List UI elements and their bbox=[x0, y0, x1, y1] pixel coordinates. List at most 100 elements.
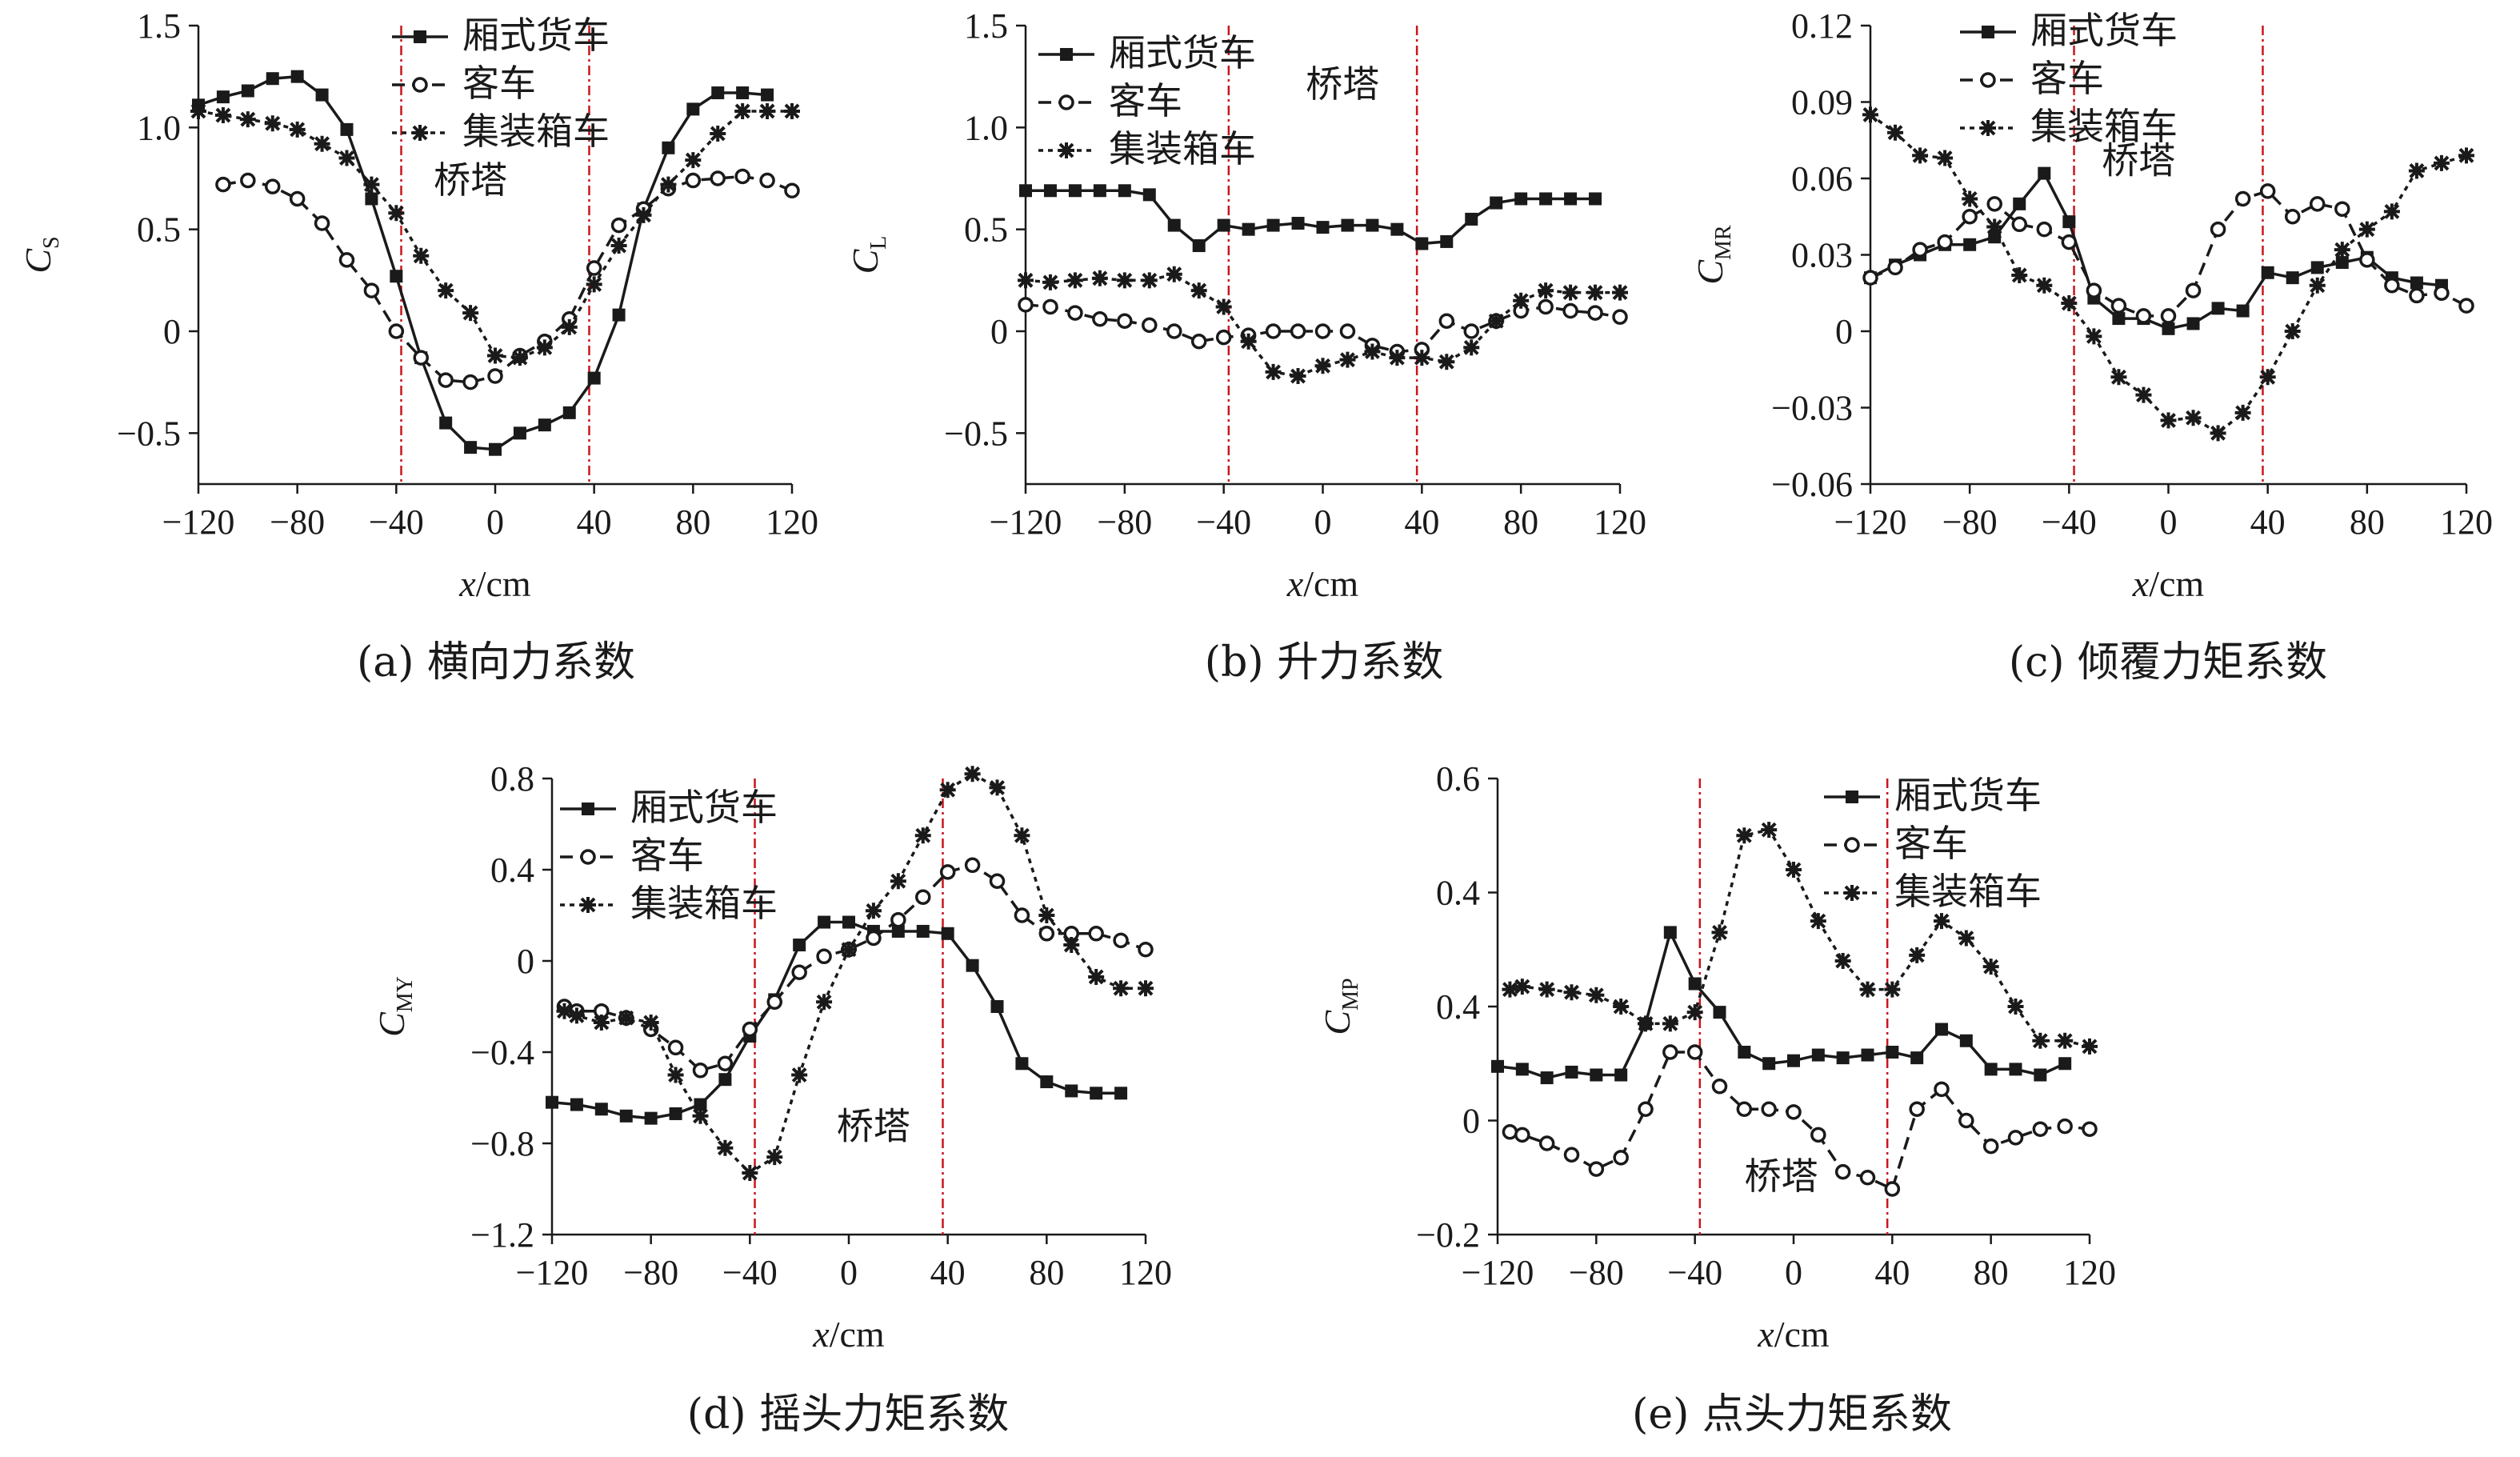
data-point bbox=[2162, 322, 2175, 335]
data-point bbox=[1934, 1081, 1950, 1098]
data-point bbox=[1341, 218, 1354, 232]
data-point bbox=[685, 152, 702, 169]
data-point bbox=[1912, 242, 1928, 258]
data-point bbox=[2135, 386, 2152, 403]
data-point bbox=[842, 915, 855, 929]
data-point bbox=[692, 1063, 709, 1079]
legend-label: 集装箱车 bbox=[630, 882, 778, 925]
data-point bbox=[1018, 297, 1034, 313]
data-point bbox=[1958, 930, 1974, 947]
data-point bbox=[594, 1103, 608, 1116]
tower-label: 桥塔 bbox=[434, 158, 507, 202]
data-point bbox=[1738, 1046, 1751, 1059]
panel-caption: (e) 点头力矩系数 bbox=[1632, 1391, 1952, 1439]
data-point bbox=[1290, 323, 1306, 339]
data-point bbox=[1538, 298, 1554, 315]
data-point bbox=[1215, 298, 1232, 315]
data-point bbox=[2061, 294, 2078, 311]
data-point bbox=[1663, 926, 1677, 939]
data-point bbox=[742, 1165, 758, 1182]
data-point bbox=[1638, 1015, 1654, 1032]
data-point bbox=[989, 873, 1006, 889]
data-point bbox=[2036, 221, 2053, 238]
data-point bbox=[1240, 333, 1257, 350]
x-tick-label: 0 bbox=[1314, 502, 1332, 542]
x-tick-label: 80 bbox=[1974, 1253, 2009, 1292]
data-point bbox=[1242, 222, 1255, 236]
data-point bbox=[2009, 1063, 2022, 1076]
data-point bbox=[761, 88, 774, 102]
data-point bbox=[1040, 1075, 1054, 1089]
data-point bbox=[1440, 234, 1454, 248]
legend-label: 客车 bbox=[2030, 57, 2104, 100]
data-point bbox=[2236, 304, 2250, 318]
data-point bbox=[1613, 999, 1630, 1015]
x-tick-label: −40 bbox=[722, 1253, 778, 1292]
y-tick-label: −0.2 bbox=[1416, 1215, 1480, 1255]
series-line-2 bbox=[222, 174, 793, 384]
x-tick-label: −80 bbox=[1097, 502, 1152, 542]
y-tick-label: −0.8 bbox=[470, 1124, 534, 1163]
data-point bbox=[2007, 999, 2024, 1015]
data-point bbox=[1538, 981, 1555, 998]
data-point bbox=[338, 252, 355, 268]
data-point bbox=[1934, 913, 1950, 930]
data-point bbox=[2286, 271, 2299, 285]
y-axis-label: CMY bbox=[371, 976, 418, 1037]
data-point bbox=[338, 150, 355, 166]
data-point bbox=[1662, 1044, 1678, 1060]
y-axis-label: CL bbox=[845, 236, 891, 274]
x-tick-label: 40 bbox=[930, 1253, 966, 1292]
data-point bbox=[818, 915, 831, 929]
legend-marker bbox=[414, 30, 426, 43]
y-axis-label: CMP bbox=[1317, 978, 1363, 1035]
data-point bbox=[2082, 1038, 2098, 1055]
data-point bbox=[1686, 1004, 1703, 1021]
legend-label: 厢式货车 bbox=[1894, 774, 2042, 817]
data-point bbox=[793, 939, 806, 952]
data-point bbox=[487, 347, 503, 364]
data-point bbox=[1588, 1161, 1605, 1177]
data-point bbox=[2334, 242, 2350, 258]
data-point bbox=[1389, 350, 1406, 366]
data-point bbox=[1836, 1051, 1850, 1065]
data-point bbox=[1138, 980, 1154, 997]
data-point bbox=[1018, 272, 1034, 289]
data-point bbox=[1713, 1006, 1726, 1019]
data-point bbox=[2284, 323, 2301, 339]
y-tick-label: 0.5 bbox=[137, 210, 181, 250]
data-point bbox=[363, 282, 380, 298]
data-point bbox=[1736, 1101, 1753, 1117]
x-tick-label: 120 bbox=[2440, 502, 2493, 542]
y-tick-label: 0.06 bbox=[1791, 159, 1853, 198]
y-tick-label: 0.4 bbox=[490, 851, 534, 890]
data-point bbox=[315, 88, 329, 102]
data-point bbox=[1688, 977, 1702, 991]
legend-marker bbox=[580, 897, 596, 913]
data-point bbox=[1291, 217, 1305, 230]
data-point bbox=[363, 176, 380, 193]
data-point bbox=[1562, 302, 1578, 319]
x-tick-label: −120 bbox=[516, 1253, 589, 1292]
data-point bbox=[1564, 192, 1578, 206]
y-tick-label: −0.03 bbox=[1771, 389, 1853, 428]
data-point bbox=[1217, 218, 1230, 232]
data-point bbox=[1935, 1023, 1948, 1036]
legend-label: 客车 bbox=[630, 834, 704, 877]
data-point bbox=[915, 889, 931, 905]
data-point bbox=[1937, 234, 1953, 250]
x-tick-label: 0 bbox=[486, 502, 504, 542]
data-point bbox=[1909, 947, 1926, 963]
y-axis-label: CS bbox=[18, 236, 64, 273]
legend-label: 客车 bbox=[462, 62, 536, 105]
y-tick-label: 0.5 bbox=[964, 210, 1008, 250]
data-point bbox=[1612, 309, 1628, 325]
data-point bbox=[2160, 308, 2177, 324]
data-point bbox=[1711, 1079, 1728, 1095]
panel-b-lift-force: −0.5 0 0.5 1.0 1.5 −120 −80 −40 0 40 80 120 x/cm CL 桥塔… bbox=[845, 6, 1646, 686]
x-axis-label: x/cm bbox=[812, 1314, 885, 1355]
tower-label: 桥塔 bbox=[1745, 1155, 1818, 1198]
data-point bbox=[1490, 196, 1503, 210]
x-tick-label: −80 bbox=[1942, 502, 1998, 542]
legend-marker bbox=[1060, 48, 1073, 61]
